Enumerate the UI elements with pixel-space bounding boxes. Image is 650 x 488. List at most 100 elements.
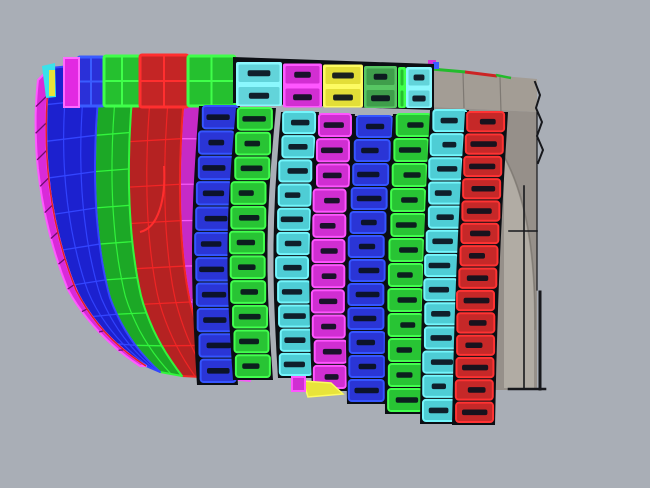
plate-id-label [466,208,492,214]
plate-id-label [240,165,263,172]
plate-id-label [358,363,377,370]
plate-id-label [320,248,338,254]
plate-id-label [208,139,225,146]
plate-id-label [321,323,337,330]
plate-id-label [288,143,308,150]
plate-butt-line [46,134,96,142]
plate-butt-line [73,279,106,286]
plate-id-label [358,267,380,274]
plate-id-label [319,298,338,305]
plate-id-label [242,363,260,369]
plate-butt-line [94,168,129,173]
plate-id-label [431,383,447,390]
plate-id-label [358,243,376,250]
plate-id-label [469,230,491,237]
plate-id-label [294,71,311,78]
plate-id-label [479,118,496,125]
plate-id-label [240,289,259,295]
plate-id-label [323,122,344,128]
plate-id-label [199,266,225,273]
plate-seam-line [62,66,152,369]
plate-id-label [430,359,454,365]
plate-id-label [320,147,343,154]
plate-butt-line [96,204,130,209]
top-plate-face [400,69,404,86]
plate-id-label [201,291,227,298]
plate-id-label [356,339,376,346]
plate-column-8 [452,111,508,425]
plate-id-label [206,368,230,374]
plate-id-label [396,347,413,353]
plate-butt-line [53,207,97,215]
plate-id-label [239,338,260,345]
plate-id-label [356,195,382,202]
plate-id-label [248,92,270,99]
blue-chip [433,62,439,69]
plate-id-label [436,214,454,220]
cap-plate [186,54,237,108]
plate-id-label [401,197,418,203]
plate-butt-line [58,258,66,265]
plate-id-label [413,74,425,81]
top-plate-band [233,57,434,110]
plate-id-label [399,247,418,253]
plate-column-5 [345,115,395,404]
plate-id-label [281,289,303,295]
plate-id-label [432,238,453,245]
plate-id-label [206,342,232,349]
plate-id-label [400,322,416,328]
gray-block-top-face [431,70,537,112]
plate-butt-line [135,265,185,270]
plate-butt-line [129,138,182,143]
plate-id-label [206,114,230,120]
plate-id-label [322,172,342,179]
plate-id-label [203,317,227,323]
plate-id-label [396,372,413,378]
plate-butt-line [143,301,191,305]
plate-id-label [321,273,337,279]
plate-id-label [238,313,261,320]
plate-id-label [434,190,452,196]
plate-column-4 [309,113,355,391]
plate-id-label [461,409,488,416]
top-band-plate [323,64,363,108]
top-plate-frame [398,67,406,108]
plate-id-label [236,239,256,246]
plate-butt-line [116,343,136,346]
plate-id-label [397,272,413,278]
plate-id-label [324,374,339,380]
plate-id-label [354,387,379,394]
frame-line [533,80,545,165]
gray-block-joint-line [499,76,502,113]
plate-id-label [407,122,424,128]
plate-id-label [284,240,302,247]
plate-butt-line [92,313,117,318]
plate-id-label [284,192,301,198]
plate-column-1 [192,105,240,385]
plate-butt-line [44,204,53,214]
plate-id-label [373,73,388,80]
plate-butt-line [35,94,48,108]
gray-block-joint-line [462,72,465,109]
plate-butt-line [116,312,147,315]
cap-plate [102,54,142,108]
top-band-plate [236,62,282,106]
plate-id-label [200,241,222,247]
plate-id-label [470,141,497,147]
plate-butt-line [62,243,100,251]
plate-id-label [469,163,496,170]
plate-id-label [428,262,451,269]
plate-id-label [463,297,490,304]
plate-id-label [319,223,336,229]
plate-id-label [440,117,458,124]
deck-edge-strip [495,73,512,80]
plate-id-label [333,94,353,101]
plate-id-label [398,147,422,153]
plate-butt-line [50,231,59,240]
yellow-wedge [301,380,345,398]
plate-id-label [287,168,308,174]
plate-id-label [430,335,452,341]
plate-id-label [242,116,266,122]
